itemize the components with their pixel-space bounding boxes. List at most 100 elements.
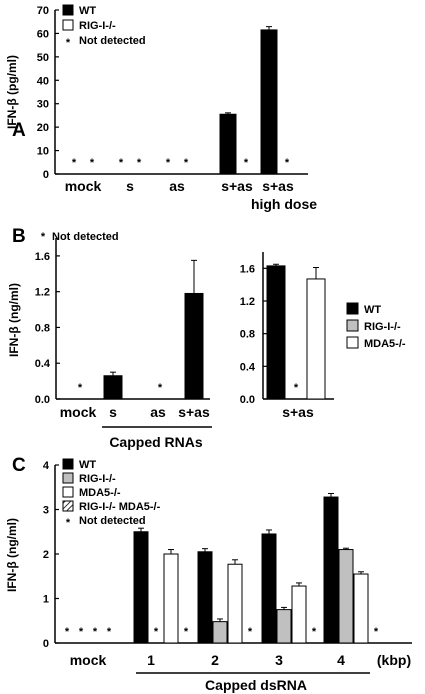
not-detected-mark: * bbox=[107, 626, 112, 638]
y-axis-label: IFN-β (ng/ml) bbox=[5, 518, 19, 592]
not-detected-mark: * bbox=[184, 157, 189, 169]
bar-mda5-/- bbox=[306, 278, 326, 400]
unit-label: (kbp) bbox=[377, 652, 411, 668]
not-detected-mark: * bbox=[79, 626, 84, 638]
legend-label: MDA5-/- bbox=[79, 487, 121, 499]
not-detected-mark: * bbox=[93, 626, 98, 638]
y-tick-label: 70 bbox=[37, 5, 49, 17]
y-tick-label: 0.8 bbox=[35, 322, 50, 334]
category-label: s+as bbox=[221, 178, 253, 194]
legend-swatch-rig-i bbox=[62, 19, 74, 31]
legend-star: * bbox=[66, 37, 71, 49]
legend-swatch bbox=[62, 486, 74, 498]
not-detected-mark: * bbox=[244, 157, 249, 169]
bar-mda5- bbox=[353, 573, 369, 644]
y-tick-label: 0 bbox=[43, 638, 49, 650]
y-tick-label: 40 bbox=[37, 75, 49, 87]
category-label: s+as bbox=[262, 178, 294, 194]
y-tick-label: 3 bbox=[43, 505, 49, 517]
not-detected-mark: * bbox=[72, 157, 77, 169]
bar-wt bbox=[260, 29, 278, 175]
y-tick-label: 30 bbox=[37, 99, 49, 111]
legend-swatch bbox=[346, 336, 359, 349]
y-axis-label: IFN-β (pg/ml) bbox=[5, 55, 19, 129]
category-label: 1 bbox=[147, 652, 155, 668]
legend-swatch bbox=[62, 472, 74, 484]
not-detected-mark: * bbox=[137, 157, 142, 169]
group-label: Capped dsRNA bbox=[205, 677, 307, 693]
y-tick-label: 20 bbox=[37, 122, 49, 134]
category-label: s bbox=[109, 404, 117, 420]
category-label: 4 bbox=[337, 652, 345, 668]
bar-mda5- bbox=[227, 563, 243, 644]
not-detected-mark: * bbox=[248, 626, 253, 638]
legend-swatch bbox=[62, 458, 74, 470]
category-label: mock bbox=[70, 652, 107, 668]
y-tick-label: 0 bbox=[43, 169, 49, 181]
legend-label: WT bbox=[364, 304, 381, 316]
panel-label-c: C bbox=[12, 455, 26, 476]
not-detected-mark: * bbox=[166, 157, 171, 169]
y-tick-label: 50 bbox=[37, 52, 49, 64]
category-label: s+as bbox=[178, 404, 210, 420]
y-tick-label: 1.6 bbox=[240, 263, 255, 275]
bar-mda5- bbox=[163, 553, 179, 644]
legend-label: MDA5-/- bbox=[364, 338, 406, 350]
category-label: 2 bbox=[211, 652, 219, 668]
y-tick-label: 1.2 bbox=[35, 287, 50, 299]
bar-rig-i- bbox=[212, 621, 228, 644]
category-label: mock bbox=[65, 178, 102, 194]
legend-swatch bbox=[346, 302, 359, 315]
category-label: as bbox=[169, 178, 185, 194]
bar-wt bbox=[103, 375, 123, 400]
legend-label: RIG-I-/- bbox=[79, 473, 116, 485]
bar-wt bbox=[323, 496, 339, 644]
y-tick-label: 0.4 bbox=[240, 361, 256, 373]
group-label: Capped RNAs bbox=[109, 434, 203, 450]
legend-star: * bbox=[41, 231, 46, 243]
legend-swatch bbox=[62, 500, 74, 512]
not-detected-mark: * bbox=[78, 382, 83, 394]
legend-label: Not detected bbox=[79, 35, 146, 47]
category-label: mock bbox=[60, 404, 97, 420]
legend-star: * bbox=[66, 517, 71, 529]
y-tick-label: 1 bbox=[43, 594, 49, 606]
category-label: as bbox=[150, 404, 166, 420]
y-tick-label: 0.8 bbox=[240, 329, 255, 341]
not-detected-mark: * bbox=[312, 626, 317, 638]
bar-wt bbox=[197, 551, 213, 644]
panel-label-b: B bbox=[12, 226, 26, 247]
y-tick-label: 1.2 bbox=[240, 296, 255, 308]
legend-swatch bbox=[346, 319, 359, 332]
bar-rig-i- bbox=[338, 549, 354, 644]
y-tick-label: 0.0 bbox=[35, 394, 50, 406]
legend-label: WT bbox=[79, 5, 96, 17]
y-tick-label: 1.6 bbox=[35, 251, 50, 263]
y-tick-label: 10 bbox=[37, 146, 49, 158]
bar-wt bbox=[261, 533, 277, 644]
y-tick-label: 4 bbox=[43, 460, 50, 472]
legend-label: Not detected bbox=[79, 515, 146, 527]
bar-wt bbox=[133, 531, 149, 644]
legend-label: Not detected bbox=[52, 231, 119, 243]
not-detected-mark: * bbox=[294, 382, 299, 394]
legend-label: RIG-I-/- MDA5-/- bbox=[79, 501, 161, 513]
y-tick-label: 60 bbox=[37, 28, 49, 40]
bar-wt bbox=[219, 113, 237, 175]
category-label: high dose bbox=[251, 196, 317, 212]
legend-label: RIG-I-/- bbox=[364, 321, 401, 333]
bar-wt bbox=[266, 265, 286, 400]
panel-label-a: A bbox=[12, 120, 26, 141]
y-tick-label: 0.4 bbox=[35, 358, 51, 370]
legend-swatch-wt bbox=[62, 4, 74, 16]
not-detected-mark: * bbox=[119, 157, 124, 169]
not-detected-mark: * bbox=[154, 626, 159, 638]
bar-mda5- bbox=[291, 585, 307, 644]
not-detected-mark: * bbox=[184, 626, 189, 638]
y-tick-label: 2 bbox=[43, 549, 49, 561]
category-label: 3 bbox=[275, 652, 283, 668]
not-detected-mark: * bbox=[158, 382, 163, 394]
not-detected-mark: * bbox=[374, 626, 379, 638]
